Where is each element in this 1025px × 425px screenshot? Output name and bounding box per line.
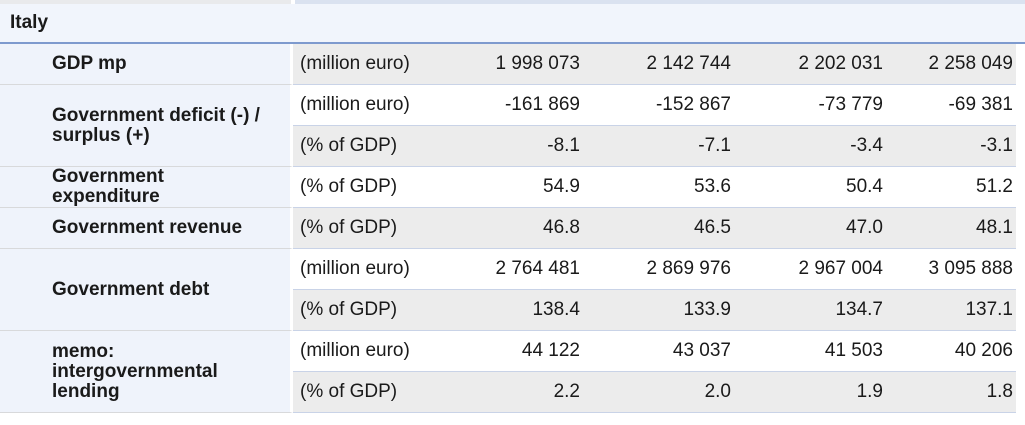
- table-row: memo: intergovernmental lending (million …: [0, 331, 1016, 413]
- value-cell: 46.8: [430, 208, 588, 249]
- unit-cell: (million euro): [293, 85, 430, 126]
- value-cell: -152 867: [588, 85, 739, 126]
- value-cell: 3 095 888: [891, 249, 1016, 290]
- table-row: GDP mp (million euro) 1 998 073 2 142 744 2 …: [0, 44, 1016, 85]
- value-cell: 137.1: [891, 290, 1016, 331]
- value-cell: -69 381: [891, 85, 1016, 126]
- value-cell: -7.1: [588, 126, 739, 167]
- country-name: Italy: [10, 12, 49, 33]
- value-cell: 54.9: [430, 167, 588, 208]
- indicator-label: Government revenue: [0, 208, 293, 249]
- value-cell: 2 202 031: [739, 44, 891, 85]
- value-cell: 1.8: [891, 372, 1016, 413]
- value-cell: 53.6: [588, 167, 739, 208]
- statistics-table-body: GDP mp (million euro) 1 998 073 2 142 744 2 …: [0, 44, 1016, 413]
- value-cell: 2.0: [588, 372, 739, 413]
- value-cell: -3.4: [739, 126, 891, 167]
- value-cell: 133.9: [588, 290, 739, 331]
- value-cell: 43 037: [588, 331, 739, 372]
- table-row: (% of GDP) -8.1 -7.1 -3.4 -3.1: [0, 126, 1016, 167]
- value-cell: 2 869 976: [588, 249, 739, 290]
- column-gap: [291, 0, 295, 4]
- unit-cell: (% of GDP): [293, 208, 430, 249]
- table-row: (% of GDP) 2.2 2.0 1.9 1.8: [0, 372, 1016, 413]
- previous-row-edge-right: [295, 0, 1025, 4]
- value-cell: 41 503: [739, 331, 891, 372]
- value-cell: 46.5: [588, 208, 739, 249]
- previous-row-edge-left: [0, 0, 291, 4]
- value-cell: 2 967 004: [739, 249, 891, 290]
- value-cell: 48.1: [891, 208, 1016, 249]
- value-cell: 47.0: [739, 208, 891, 249]
- unit-cell: (% of GDP): [293, 372, 430, 413]
- indicator-label: Government expenditure: [0, 167, 293, 208]
- value-cell: 134.7: [739, 290, 891, 331]
- indicator-label: Government deficit (-) / surplus (+): [0, 85, 293, 167]
- unit-cell: (million euro): [293, 44, 430, 85]
- value-cell: 2 764 481: [430, 249, 588, 290]
- value-cell: 1.9: [739, 372, 891, 413]
- indicator-label: Government debt: [0, 249, 293, 331]
- indicator-label: GDP mp: [0, 44, 293, 85]
- value-cell: 1 998 073: [430, 44, 588, 85]
- value-cell: -161 869: [430, 85, 588, 126]
- unit-cell: (% of GDP): [293, 167, 430, 208]
- value-cell: 44 122: [430, 331, 588, 372]
- value-cell: 2.2: [430, 372, 588, 413]
- statistics-table: GDP mp (million euro) 1 998 073 2 142 744 2 …: [0, 44, 1016, 413]
- value-cell: 40 206: [891, 331, 1016, 372]
- value-cell: 2 258 049: [891, 44, 1016, 85]
- table-row: Government debt (million euro) 2 764 481 2 …: [0, 249, 1016, 331]
- value-cell: -8.1: [430, 126, 588, 167]
- table-row: (% of GDP) 138.4 133.9 134.7 137.1: [0, 290, 1016, 331]
- previous-row-edge: [0, 0, 1025, 4]
- value-cell: 138.4: [430, 290, 588, 331]
- table-row: Government revenue (% of GDP) 46.8 46.5 47.0…: [0, 208, 1016, 249]
- value-cell: -3.1: [891, 126, 1016, 167]
- unit-cell: (million euro): [293, 331, 430, 372]
- table-row: Government expenditure (% of GDP) 54.9 53.6…: [0, 167, 1016, 208]
- value-cell: -73 779: [739, 85, 891, 126]
- value-cell: 50.4: [739, 167, 891, 208]
- country-header-row: Italy: [0, 4, 1025, 44]
- value-cell: 2 142 744: [588, 44, 739, 85]
- indicator-label: memo: intergovernmental lending: [0, 331, 293, 413]
- unit-cell: (million euro): [293, 249, 430, 290]
- value-cell: 51.2: [891, 167, 1016, 208]
- table-row: Government deficit (-) / surplus (+) (mil…: [0, 85, 1016, 167]
- unit-cell: (% of GDP): [293, 126, 430, 167]
- unit-cell: (% of GDP): [293, 290, 430, 331]
